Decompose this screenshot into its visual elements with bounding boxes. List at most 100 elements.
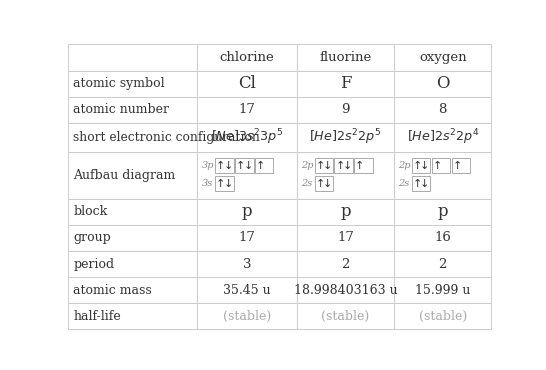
Bar: [452, 158, 470, 173]
Text: ↑: ↑: [453, 161, 462, 171]
Text: p: p: [437, 204, 448, 221]
Text: p: p: [340, 204, 351, 221]
Bar: [68, 303, 197, 329]
Text: ↑: ↑: [236, 161, 245, 171]
Bar: [68, 152, 197, 199]
Bar: [68, 251, 197, 277]
Bar: [297, 123, 394, 152]
Text: ↓: ↓: [343, 161, 352, 171]
Text: ↑: ↑: [355, 161, 365, 171]
Text: group: group: [73, 232, 111, 245]
Text: ↑: ↑: [413, 179, 422, 189]
Text: half-life: half-life: [73, 310, 121, 323]
Bar: [197, 44, 297, 71]
Text: 17: 17: [337, 232, 354, 245]
Bar: [297, 44, 394, 71]
Bar: [432, 158, 450, 173]
Text: 15.999 u: 15.999 u: [415, 284, 471, 297]
Bar: [197, 152, 297, 199]
Bar: [215, 158, 234, 173]
Text: atomic symbol: atomic symbol: [73, 77, 165, 90]
Text: block: block: [73, 205, 108, 218]
Bar: [394, 199, 491, 225]
Text: 16: 16: [434, 232, 451, 245]
Bar: [297, 303, 394, 329]
Bar: [68, 277, 197, 303]
Text: Cl: Cl: [238, 75, 256, 92]
Bar: [314, 158, 333, 173]
Text: p: p: [242, 204, 252, 221]
Bar: [394, 71, 491, 97]
Text: chlorine: chlorine: [219, 51, 275, 64]
Text: atomic number: atomic number: [73, 104, 169, 117]
Bar: [197, 303, 297, 329]
Bar: [68, 97, 197, 123]
Text: 3s: 3s: [201, 179, 213, 188]
Bar: [297, 152, 394, 199]
Bar: [394, 44, 491, 71]
Text: (stable): (stable): [223, 310, 271, 323]
Bar: [197, 71, 297, 97]
Text: $[Ne]3\mathit{s}^{2}3\mathit{p}^{5}$: $[Ne]3\mathit{s}^{2}3\mathit{p}^{5}$: [211, 128, 283, 147]
Bar: [354, 158, 373, 173]
Text: ↓: ↓: [223, 161, 233, 171]
Text: 2p: 2p: [301, 161, 313, 170]
Text: F: F: [340, 75, 351, 92]
Bar: [215, 176, 234, 191]
Text: 35.45 u: 35.45 u: [223, 284, 271, 297]
Bar: [68, 71, 197, 97]
Text: ↑: ↑: [335, 161, 345, 171]
Bar: [297, 97, 394, 123]
Bar: [68, 199, 197, 225]
Bar: [235, 158, 253, 173]
Bar: [394, 152, 491, 199]
Text: 9: 9: [341, 104, 349, 117]
Text: ↓: ↓: [244, 161, 253, 171]
Bar: [68, 44, 197, 71]
Text: ↓: ↓: [323, 161, 333, 171]
Text: Aufbau diagram: Aufbau diagram: [73, 169, 176, 182]
Bar: [197, 97, 297, 123]
Text: ↑: ↑: [216, 179, 225, 189]
Text: ↑: ↑: [316, 179, 325, 189]
Bar: [394, 225, 491, 251]
Bar: [394, 277, 491, 303]
Text: 2s: 2s: [301, 179, 312, 188]
Bar: [297, 199, 394, 225]
Text: ↑: ↑: [432, 161, 442, 171]
Bar: [297, 277, 394, 303]
Bar: [197, 199, 297, 225]
Bar: [197, 277, 297, 303]
Text: O: O: [436, 75, 449, 92]
Bar: [412, 176, 430, 191]
Bar: [68, 123, 197, 152]
Text: 3: 3: [243, 258, 251, 270]
Bar: [314, 176, 333, 191]
Bar: [68, 225, 197, 251]
Bar: [394, 123, 491, 152]
Text: 3p: 3p: [201, 161, 214, 170]
Bar: [255, 158, 274, 173]
Text: ↓: ↓: [420, 179, 430, 189]
Text: 2: 2: [438, 258, 447, 270]
Text: ↑: ↑: [256, 161, 265, 171]
Text: period: period: [73, 258, 115, 270]
Text: oxygen: oxygen: [419, 51, 466, 64]
Bar: [394, 251, 491, 277]
Bar: [394, 97, 491, 123]
Text: (stable): (stable): [321, 310, 370, 323]
Text: $[He]2\mathit{s}^{2}2\mathit{p}^{4}$: $[He]2\mathit{s}^{2}2\mathit{p}^{4}$: [407, 128, 479, 147]
Text: ↑: ↑: [216, 161, 225, 171]
Text: 8: 8: [438, 104, 447, 117]
Text: 18.998403163 u: 18.998403163 u: [294, 284, 397, 297]
Text: short electronic configuration: short electronic configuration: [73, 131, 260, 144]
Text: $[He]2\mathit{s}^{2}2\mathit{p}^{5}$: $[He]2\mathit{s}^{2}2\mathit{p}^{5}$: [310, 128, 382, 147]
Text: 2s: 2s: [399, 179, 410, 188]
Text: 2: 2: [341, 258, 349, 270]
Text: ↓: ↓: [323, 179, 333, 189]
Text: ↓: ↓: [223, 179, 233, 189]
Text: atomic mass: atomic mass: [73, 284, 152, 297]
Bar: [197, 123, 297, 152]
Text: 17: 17: [239, 232, 256, 245]
Text: ↑: ↑: [316, 161, 325, 171]
